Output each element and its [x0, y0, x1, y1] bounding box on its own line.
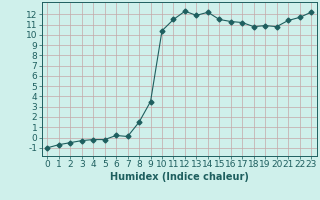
- X-axis label: Humidex (Indice chaleur): Humidex (Indice chaleur): [110, 172, 249, 182]
